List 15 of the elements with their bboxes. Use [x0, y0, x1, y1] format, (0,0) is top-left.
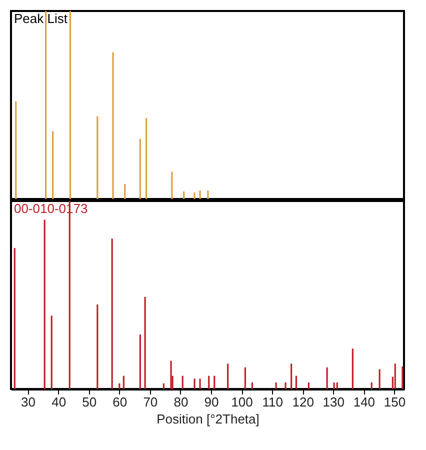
- chart-title: Peak List: [14, 11, 68, 26]
- x-tick-label: 110: [262, 394, 283, 410]
- x-tick-label: 100: [231, 394, 253, 410]
- x-tick-label: 50: [82, 394, 97, 410]
- x-tick-label: 60: [112, 394, 128, 410]
- x-tick-label: 120: [292, 394, 314, 410]
- x-tick-label: 80: [174, 394, 188, 410]
- x-tick-label: 90: [204, 394, 219, 410]
- x-tick-label: 150: [384, 394, 406, 410]
- x-tick-label: 40: [52, 394, 66, 410]
- x-axis-title: Position [°2Theta]: [156, 412, 260, 426]
- x-tick-label: 140: [353, 394, 376, 410]
- x-tick-label: 70: [143, 394, 158, 410]
- x-tick-label: 30: [21, 394, 36, 410]
- x-tick-label: 130: [322, 394, 345, 410]
